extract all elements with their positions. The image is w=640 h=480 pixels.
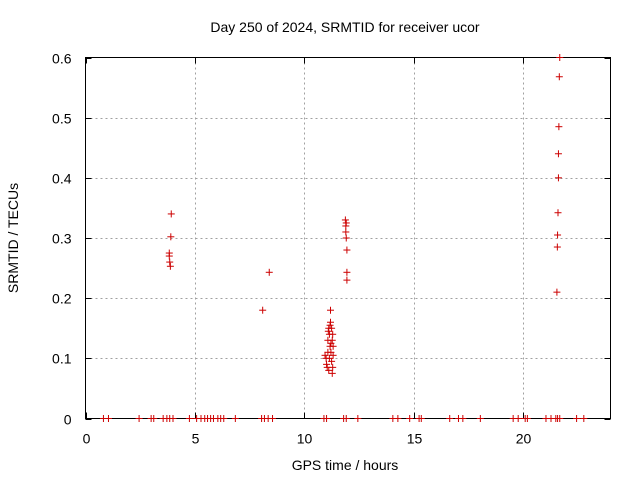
y-tick-label: 0.6 [52, 51, 72, 67]
data-point [555, 73, 563, 81]
chart-title: Day 250 of 2024, SRMTID for receiver uco… [210, 19, 480, 35]
y-tick-label: 0 [64, 412, 72, 428]
data-point [341, 216, 349, 224]
data-point [553, 288, 561, 296]
data-point [580, 415, 588, 422]
data-point [328, 336, 336, 344]
data-point [328, 369, 336, 377]
data-point [259, 306, 267, 314]
data-point [554, 231, 562, 239]
data-point [328, 324, 336, 332]
x-axis-label: GPS time / hours [292, 457, 399, 473]
data-point [554, 209, 562, 217]
x-tick-label: 5 [192, 431, 200, 447]
data-point [169, 415, 177, 422]
grid-layer [85, 57, 611, 419]
data-point [329, 363, 337, 371]
data-point [342, 415, 350, 422]
data-point [165, 252, 173, 260]
data-point [573, 415, 581, 422]
data-point [343, 268, 351, 276]
data-point [417, 415, 425, 422]
data-point [135, 415, 143, 422]
data-point [406, 415, 414, 422]
y-tick-label: 0.5 [52, 111, 72, 127]
data-point [323, 360, 331, 368]
y-tick-label: 0.1 [52, 351, 72, 367]
data-point [327, 318, 334, 326]
data-point [342, 234, 350, 242]
data-point [554, 150, 562, 158]
data-point [556, 54, 564, 61]
data-point [523, 415, 531, 422]
data-point [354, 415, 362, 422]
data-points [99, 54, 588, 422]
data-point [327, 306, 334, 314]
y-axis-label: SRMTID / TECUs [5, 183, 21, 293]
data-point [514, 415, 522, 422]
data-point [553, 243, 561, 251]
data-point [476, 415, 484, 422]
x-tick-label: 0 [83, 431, 91, 447]
data-point [459, 415, 467, 422]
data-point [554, 174, 562, 182]
data-point [269, 415, 277, 422]
data-point [343, 276, 351, 284]
y-tick-label: 0.3 [52, 231, 72, 247]
data-point [446, 415, 454, 422]
data-point [556, 415, 564, 422]
data-point [167, 210, 175, 218]
tick-layer: 0 0.1 0.2 0.3 0.4 0.5 0.6 0 5 10 15 20 [52, 51, 611, 447]
data-point [555, 123, 563, 131]
data-point [323, 415, 331, 422]
data-point [166, 258, 174, 266]
data-point [104, 415, 112, 422]
x-tick-label: 20 [516, 431, 532, 447]
data-point [166, 262, 174, 270]
data-point [325, 366, 333, 374]
data-point [329, 330, 337, 338]
data-point [231, 415, 239, 422]
data-point [167, 233, 175, 241]
y-tick-label: 0.2 [52, 291, 72, 307]
data-point [150, 415, 158, 422]
data-point [343, 246, 351, 254]
data-point [342, 228, 350, 236]
data-point [321, 351, 329, 359]
data-point [265, 268, 273, 276]
data-point [329, 351, 337, 359]
data-point [342, 219, 350, 227]
data-point [220, 415, 228, 422]
data-point [394, 415, 402, 422]
y-tick-label: 0.4 [52, 171, 72, 187]
x-tick-label: 15 [407, 431, 423, 447]
data-point [329, 342, 337, 350]
data-point [185, 415, 193, 422]
x-tick-label: 10 [297, 431, 313, 447]
data-point [328, 357, 336, 365]
